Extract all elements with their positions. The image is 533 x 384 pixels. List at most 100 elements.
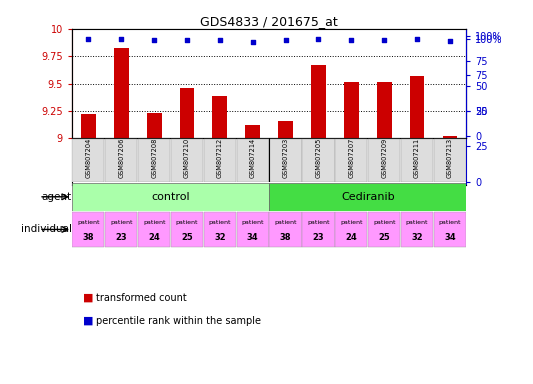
FancyBboxPatch shape (302, 212, 335, 247)
FancyBboxPatch shape (302, 139, 335, 182)
FancyBboxPatch shape (72, 212, 104, 247)
Point (380, 41, 389, 48)
Title: GDS4833 / 201675_at: GDS4833 / 201675_at (200, 15, 338, 28)
Text: patient: patient (406, 220, 429, 225)
FancyBboxPatch shape (434, 212, 466, 247)
FancyBboxPatch shape (401, 212, 433, 247)
Bar (442, 136, 457, 138)
Text: 23: 23 (116, 233, 127, 242)
Text: patient: patient (110, 220, 133, 225)
FancyBboxPatch shape (237, 212, 269, 247)
Text: 23: 23 (313, 233, 324, 242)
Bar (377, 83, 392, 138)
FancyBboxPatch shape (237, 139, 269, 182)
Text: transformed count: transformed count (96, 293, 187, 303)
Point (281, 41, 290, 48)
Text: patient: patient (176, 220, 198, 225)
FancyBboxPatch shape (368, 139, 400, 182)
Bar (410, 76, 424, 138)
Text: individual: individual (21, 224, 72, 235)
Text: patient: patient (143, 220, 165, 225)
Point (117, 40, 126, 46)
FancyBboxPatch shape (270, 212, 302, 247)
Point (281, 37, 290, 43)
Text: GSM807206: GSM807206 (118, 138, 124, 178)
Text: patient: patient (373, 220, 395, 225)
Point (215, 37, 224, 43)
Point (183, 37, 191, 43)
Bar (245, 125, 260, 138)
Text: GSM807208: GSM807208 (151, 138, 157, 178)
FancyBboxPatch shape (401, 139, 433, 182)
Point (248, 45, 257, 51)
Text: GSM807211: GSM807211 (414, 138, 420, 178)
Bar (114, 48, 128, 138)
FancyBboxPatch shape (72, 183, 269, 211)
Point (183, 41, 191, 48)
Text: ■: ■ (83, 293, 93, 303)
Text: 32: 32 (214, 233, 225, 242)
Point (84, 40, 93, 46)
Bar (147, 113, 161, 138)
FancyBboxPatch shape (72, 139, 104, 182)
FancyBboxPatch shape (105, 139, 138, 182)
Text: patient: patient (307, 220, 330, 225)
Text: agent: agent (42, 192, 72, 202)
FancyBboxPatch shape (368, 212, 400, 247)
Point (84, 36, 93, 42)
FancyBboxPatch shape (171, 139, 203, 182)
Bar (278, 121, 293, 138)
FancyBboxPatch shape (105, 212, 138, 247)
FancyBboxPatch shape (269, 183, 466, 211)
Text: GSM807212: GSM807212 (217, 138, 223, 178)
FancyBboxPatch shape (171, 212, 203, 247)
Bar (344, 83, 359, 138)
Text: control: control (151, 192, 190, 202)
Point (413, 36, 421, 42)
Text: GSM807213: GSM807213 (447, 138, 453, 178)
Text: 24: 24 (148, 233, 160, 242)
Text: 32: 32 (411, 233, 423, 242)
Text: Cediranib: Cediranib (341, 192, 394, 202)
Point (347, 41, 356, 48)
FancyBboxPatch shape (204, 139, 236, 182)
Text: 34: 34 (444, 233, 456, 242)
Text: GSM807210: GSM807210 (184, 138, 190, 178)
FancyBboxPatch shape (335, 212, 367, 247)
Point (150, 37, 158, 43)
Point (215, 41, 224, 48)
FancyBboxPatch shape (204, 212, 236, 247)
Point (347, 37, 356, 43)
Point (446, 38, 454, 44)
Text: GSM807205: GSM807205 (316, 138, 321, 178)
Bar (81, 114, 96, 138)
Bar (213, 96, 227, 138)
Point (314, 36, 322, 42)
Text: 24: 24 (345, 233, 357, 242)
FancyBboxPatch shape (335, 139, 367, 182)
Text: 25: 25 (378, 233, 390, 242)
Point (248, 39, 257, 45)
FancyBboxPatch shape (138, 212, 170, 247)
Text: GSM807207: GSM807207 (349, 138, 354, 178)
Text: 34: 34 (247, 233, 259, 242)
Text: patient: patient (340, 220, 362, 225)
FancyBboxPatch shape (138, 139, 170, 182)
Bar (180, 88, 195, 138)
Point (314, 40, 322, 46)
Point (150, 41, 158, 48)
Point (380, 37, 389, 43)
Text: 38: 38 (280, 233, 292, 242)
Text: patient: patient (208, 220, 231, 225)
Point (413, 40, 421, 46)
Text: GSM807209: GSM807209 (381, 138, 387, 178)
Text: percentile rank within the sample: percentile rank within the sample (96, 316, 261, 326)
Text: GSM807204: GSM807204 (85, 138, 91, 178)
Text: GSM807203: GSM807203 (282, 138, 288, 178)
Text: patient: patient (439, 220, 461, 225)
Bar (311, 65, 326, 138)
Text: 25: 25 (181, 233, 193, 242)
FancyBboxPatch shape (270, 139, 302, 182)
Text: patient: patient (241, 220, 264, 225)
Text: patient: patient (274, 220, 297, 225)
